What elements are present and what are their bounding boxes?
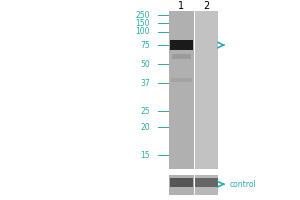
Bar — [172, 54, 191, 59]
Text: 25: 25 — [140, 107, 150, 116]
Bar — [194, 175, 218, 195]
Bar — [195, 178, 218, 187]
Text: 1: 1 — [178, 1, 184, 11]
Text: 37: 37 — [140, 79, 150, 88]
Text: 250: 250 — [136, 11, 150, 20]
Text: 50: 50 — [140, 60, 150, 69]
Text: control: control — [230, 180, 256, 189]
Bar — [170, 40, 193, 50]
Bar — [169, 175, 194, 195]
Bar — [194, 11, 218, 169]
Text: 100: 100 — [136, 27, 150, 36]
Text: 150: 150 — [136, 19, 150, 28]
Bar — [171, 78, 192, 82]
Text: 15: 15 — [140, 151, 150, 160]
Text: 2: 2 — [203, 1, 209, 11]
Text: 20: 20 — [140, 123, 150, 132]
Bar — [170, 178, 193, 187]
Bar — [169, 11, 194, 169]
Text: 75: 75 — [140, 41, 150, 50]
